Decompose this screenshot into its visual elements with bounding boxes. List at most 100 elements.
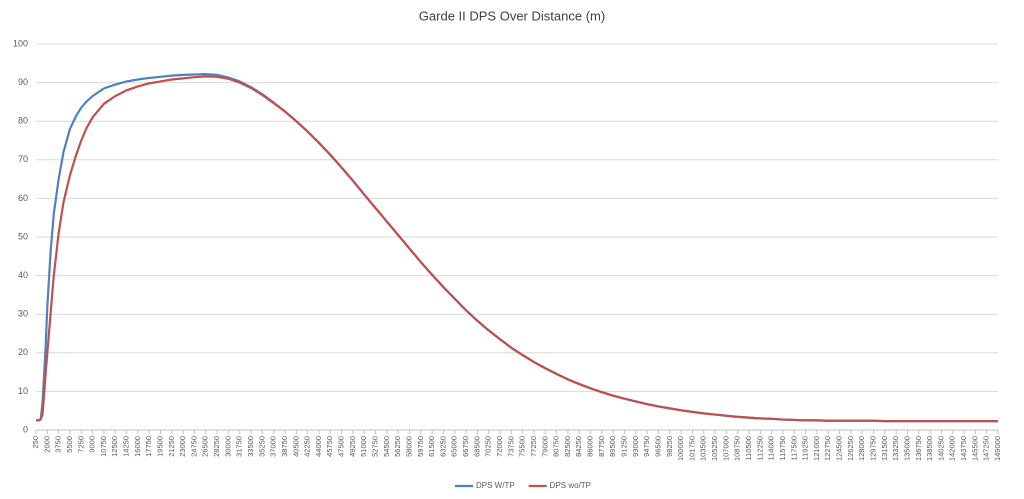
x-tick-label: 100000 [676, 436, 685, 461]
legend-label: DPS wo/TP [550, 481, 591, 490]
x-tick-label: 94750 [642, 436, 651, 457]
x-tick-label: 54500 [382, 436, 391, 457]
x-tick-label: 145500 [970, 436, 979, 461]
legend-label: DPS W/TP [476, 481, 515, 490]
x-tick-label: 98250 [665, 436, 674, 457]
x-tick-label: 10750 [99, 436, 108, 457]
x-tick-label: 63250 [438, 436, 447, 457]
x-tick-label: 138500 [925, 436, 934, 461]
x-tick-label: 65000 [450, 436, 459, 457]
y-tick-label: 60 [18, 193, 28, 203]
x-tick-label: 80750 [552, 436, 561, 457]
x-tick-label: 59750 [416, 436, 425, 457]
x-tick-label: 86000 [586, 436, 595, 457]
x-tick-label: 42250 [303, 436, 312, 457]
x-tick-label: 35250 [257, 436, 266, 457]
y-tick-label: 20 [18, 347, 28, 357]
x-tick-label: 12500 [110, 436, 119, 457]
x-tick-label: 135000 [902, 436, 911, 461]
x-tick-label: 122750 [823, 436, 832, 461]
x-tick-label: 79000 [540, 436, 549, 457]
x-tick-label: 136750 [914, 436, 923, 461]
y-tick-label: 40 [18, 270, 28, 280]
x-tick-label: 250 [31, 436, 40, 449]
x-tick-label: 142000 [948, 436, 957, 461]
x-tick-label: 68500 [472, 436, 481, 457]
x-tick-label: 77250 [529, 436, 538, 457]
x-tick-label: 38750 [280, 436, 289, 457]
x-tick-label: 49250 [348, 436, 357, 457]
line-series [36, 75, 998, 423]
x-tick-label: 149000 [993, 436, 1002, 461]
x-tick-label: 121000 [812, 436, 821, 461]
x-tick-label: 101750 [687, 436, 696, 461]
x-tick-label: 96500 [653, 436, 662, 457]
y-tick-label: 30 [18, 309, 28, 319]
x-tick-label: 37000 [269, 436, 278, 457]
x-tick-label: 56250 [393, 436, 402, 457]
x-tick-label: 26500 [201, 436, 210, 457]
x-tick-label: 82500 [563, 436, 572, 457]
x-tick-label: 107000 [721, 436, 730, 461]
x-tick-label: 33500 [246, 436, 255, 457]
x-tick-label: 103500 [699, 436, 708, 461]
x-tick-label: 21250 [167, 436, 176, 457]
x-tick-label: 140250 [936, 436, 945, 461]
x-tick-label: 45750 [325, 436, 334, 457]
x-tick-label: 3750 [54, 436, 63, 453]
y-tick-label: 0 [23, 424, 28, 434]
x-tick-label: 7250 [76, 436, 85, 453]
x-tick-label: 24750 [189, 436, 198, 457]
line-series [36, 73, 998, 423]
x-tick-label: 61500 [427, 436, 436, 457]
x-tick-label: 40500 [291, 436, 300, 457]
x-tick-label: 129750 [868, 436, 877, 461]
x-tick-label: 16000 [133, 436, 142, 457]
x-tick-label: 133250 [891, 436, 900, 461]
x-tick-label: 115750 [778, 436, 787, 460]
x-tick-label: 93000 [631, 436, 640, 457]
x-tick-label: 114000 [767, 436, 776, 460]
y-tick-label: 80 [18, 116, 28, 126]
x-tick-label: 117500 [789, 436, 798, 460]
x-tick-label: 126250 [846, 436, 855, 461]
y-tick-label: 50 [18, 231, 28, 241]
x-tick-label: 105250 [710, 436, 719, 461]
x-tick-label: 84250 [574, 436, 583, 457]
x-tick-label: 143750 [959, 436, 968, 461]
x-tick-label: 89500 [608, 436, 617, 457]
chart-title: Garde II DPS Over Distance (m) [419, 8, 605, 23]
y-tick-label: 100 [13, 38, 28, 48]
y-tick-label: 70 [18, 154, 28, 164]
x-tick-label: 14250 [122, 436, 131, 457]
x-tick-label: 28250 [212, 436, 221, 457]
x-tick-label: 119250 [801, 436, 810, 460]
x-tick-label: 31750 [235, 436, 244, 457]
x-tick-label: 108750 [733, 436, 742, 461]
x-tick-label: 30000 [223, 436, 232, 457]
x-tick-label: 51000 [359, 436, 368, 457]
x-tick-label: 87750 [597, 436, 606, 457]
x-tick-label: 73750 [506, 436, 515, 457]
y-tick-label: 10 [18, 386, 28, 396]
x-tick-label: 19500 [155, 436, 164, 457]
x-tick-label: 9000 [88, 436, 97, 453]
x-tick-label: 5500 [65, 436, 74, 453]
x-tick-label: 2000 [42, 436, 51, 453]
x-tick-label: 17750 [144, 436, 153, 457]
x-tick-label: 23000 [178, 436, 187, 457]
x-tick-label: 91250 [620, 436, 629, 457]
x-tick-label: 75500 [518, 436, 527, 457]
x-tick-label: 47500 [337, 436, 346, 457]
x-tick-label: 112250 [755, 436, 764, 460]
x-tick-label: 110500 [744, 436, 753, 460]
x-tick-label: 128000 [857, 436, 866, 461]
y-tick-label: 90 [18, 77, 28, 87]
x-tick-label: 131500 [880, 436, 889, 461]
x-tick-label: 52750 [371, 436, 380, 457]
x-tick-label: 66750 [461, 436, 470, 457]
x-tick-label: 58000 [404, 436, 413, 457]
x-tick-label: 147250 [982, 436, 991, 461]
